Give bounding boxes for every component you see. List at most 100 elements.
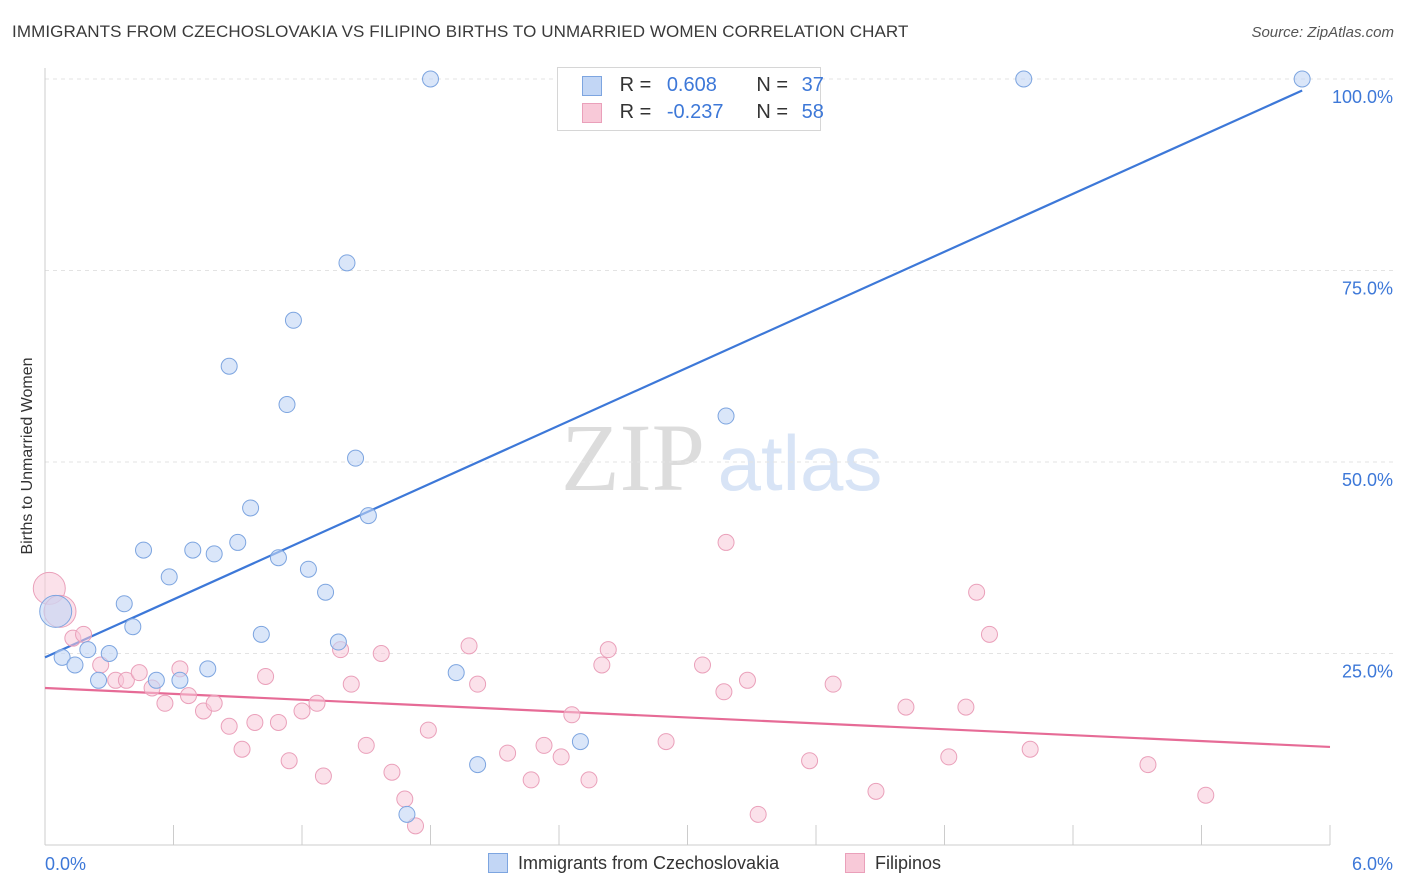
n-label: N = [756, 101, 789, 124]
czechoslovakia-point [66, 656, 84, 674]
filipino-point [738, 671, 756, 689]
filipino-point [130, 664, 148, 682]
legend-label: Immigrants from Czechoslovakia [518, 852, 780, 873]
filipino-point [460, 637, 478, 655]
legend-item-filipinos: Filipinos [845, 852, 941, 874]
filipino-point [499, 744, 517, 762]
czechoslovakia-point [329, 633, 347, 651]
filipino-point [749, 805, 767, 823]
source-label: Source: ZipAtlas.com [1251, 24, 1394, 41]
filipino-point [593, 656, 611, 674]
czechoslovakia-point [359, 507, 377, 525]
filipino-point [269, 713, 287, 731]
filipino-point [693, 656, 711, 674]
filipino-point [233, 740, 251, 758]
filipino-point [396, 790, 414, 808]
filipino-point [1139, 756, 1157, 774]
filipino-point [314, 767, 332, 785]
legend-label: Filipinos [875, 852, 942, 873]
n-value: 37 [801, 74, 824, 97]
series-legend: Immigrants from Czechoslovakia Filipinos [0, 852, 1406, 878]
czechoslovakia-point [184, 541, 202, 559]
pink-swatch [845, 853, 865, 874]
czechoslovakia-point [317, 583, 335, 601]
tick-labels: 25.0% 50.0% 75.0% 100.0% 0.0% 6.0% [45, 87, 1393, 874]
czechoslovakia-point [338, 254, 356, 272]
czechoslovakia-point [1015, 70, 1033, 88]
filipino-trend-line [44, 686, 1331, 749]
czechoslovakia-point [347, 449, 365, 467]
watermark: ZIP atlas [561, 404, 882, 511]
stats-legend-row-pink: R = -0.237 N = 58 [582, 101, 824, 127]
filipino-point [372, 645, 390, 662]
filipino-point [522, 771, 540, 789]
watermark-zip: ZIP [561, 404, 705, 511]
filipino-point [280, 752, 298, 770]
axes [44, 68, 1331, 846]
filipino-point [897, 698, 915, 716]
n-label: N = [756, 74, 789, 97]
czechoslovakia-trend-line [44, 89, 1303, 659]
czechoslovakia-point [229, 533, 247, 551]
filipino-point [980, 625, 998, 643]
chart-title: IMMIGRANTS FROM CZECHOSLOVAKIA VS FILIPI… [12, 22, 909, 41]
y-tick-label: 50.0% [1342, 470, 1393, 490]
x-tick-label-min: 0.0% [45, 854, 86, 874]
filipino-point [407, 817, 425, 835]
data-points [32, 70, 1311, 835]
filipino-point [717, 533, 735, 551]
filipino-point [1197, 786, 1215, 804]
filipino-point [824, 675, 842, 693]
filipino-point [205, 694, 223, 712]
czechoslovakia-point [205, 545, 223, 563]
czechoslovakia-point [90, 671, 108, 689]
y-tick-label: 100.0% [1332, 87, 1393, 107]
grid [45, 78, 1395, 654]
filipino-point [383, 763, 401, 781]
filipino-point [657, 733, 675, 751]
filipino-point [117, 671, 135, 689]
czechoslovakia-point [53, 648, 71, 666]
watermark-atlas: atlas [718, 419, 883, 507]
czechoslovakia-point [284, 311, 302, 329]
filipino-point [580, 771, 598, 789]
blue-swatch [582, 75, 602, 96]
czechoslovakia-point [269, 549, 287, 567]
filipino-point [342, 675, 360, 693]
czechoslovakia-point [100, 645, 118, 662]
czechoslovakia-point [220, 357, 238, 375]
filipino-point [179, 687, 197, 705]
czechoslovakia-point [39, 594, 73, 628]
x-tick-label-max: 6.0% [1352, 854, 1393, 874]
filipino-point [469, 675, 487, 693]
czechoslovakia-point [398, 805, 416, 823]
czechoslovakia-point [422, 70, 439, 88]
legend-item-czechoslovakia: Immigrants from Czechoslovakia [488, 852, 779, 874]
filipino-point [75, 625, 93, 643]
czechoslovakia-point [171, 671, 189, 689]
filipino-point [563, 706, 581, 724]
czechoslovakia-point [79, 641, 97, 659]
filipino-point [552, 748, 570, 766]
r-value: -0.237 [666, 101, 724, 124]
filipino-point [867, 782, 885, 800]
filipino-point [801, 752, 819, 770]
filipino-point [220, 717, 238, 735]
czechoslovakia-point [147, 671, 165, 689]
czechoslovakia-point [199, 660, 217, 678]
czechoslovakia-point [124, 618, 142, 636]
blue-swatch [488, 853, 508, 874]
czechoslovakia-point [135, 541, 153, 559]
filipino-point [968, 583, 986, 601]
czechoslovakia-point [278, 396, 296, 414]
czechoslovakia-point [242, 499, 260, 517]
n-value: 58 [801, 101, 824, 124]
filipino-point [156, 694, 174, 712]
filipino-point [357, 736, 375, 754]
filipino-point [957, 698, 975, 716]
pink-swatch [582, 102, 602, 123]
filipino-point [308, 694, 326, 712]
filipino-point [535, 736, 553, 754]
trend-lines [44, 89, 1331, 749]
